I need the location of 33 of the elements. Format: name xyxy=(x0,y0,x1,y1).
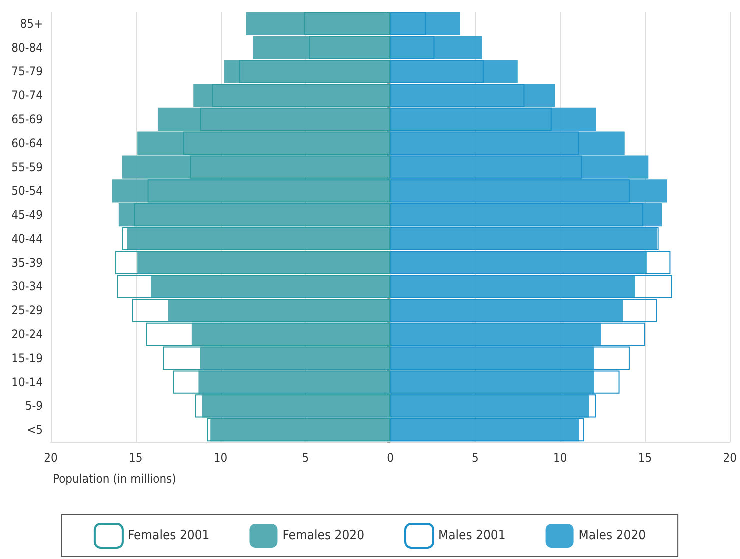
x-tick-label: 10 xyxy=(214,451,228,465)
x-tick-label: 15 xyxy=(638,451,652,465)
legend-label: Females 2020 xyxy=(282,528,365,544)
x-tick-label: 20 xyxy=(44,451,58,465)
x-tick-label: 0 xyxy=(387,451,394,465)
x-axis-title: Population (in millions) xyxy=(53,472,176,486)
y-tick-label: 70-74 xyxy=(12,88,44,103)
y-tick-label: <5 xyxy=(27,423,43,438)
x-tick-label: 15 xyxy=(129,451,143,465)
y-tick-label: 40-44 xyxy=(12,232,44,246)
y-tick-label: 50-54 xyxy=(12,184,44,198)
x-tick-label: 5 xyxy=(302,451,310,465)
y-tick-label: 85+ xyxy=(20,16,43,31)
y-tick-label: 75-79 xyxy=(12,64,44,79)
legend-label: Males 2020 xyxy=(578,528,646,544)
y-tick-label: 80-84 xyxy=(12,40,44,55)
y-tick-label: 5-9 xyxy=(25,399,44,414)
y-tick-label: 15-19 xyxy=(12,351,44,366)
bar xyxy=(390,322,602,346)
x-tick-label: 10 xyxy=(553,451,568,465)
y-tick-label: 10-14 xyxy=(12,375,44,390)
y-tick-label: 35-39 xyxy=(12,256,44,270)
legend-label: Females 2001 xyxy=(128,528,210,544)
y-tick-label: 20-24 xyxy=(12,328,44,342)
legend-label: Males 2001 xyxy=(438,528,506,544)
y-tick-label: 60-64 xyxy=(12,136,44,150)
y-tick-label: 55-59 xyxy=(12,160,44,174)
y-tick-label: 25-29 xyxy=(12,304,44,318)
y-tick-label: 30-34 xyxy=(12,280,44,294)
y-tick-label: 45-49 xyxy=(12,208,44,222)
y-tick-label: 65-69 xyxy=(12,112,44,126)
x-tick-label: 5 xyxy=(472,451,479,465)
x-tick-label: 20 xyxy=(723,451,738,465)
